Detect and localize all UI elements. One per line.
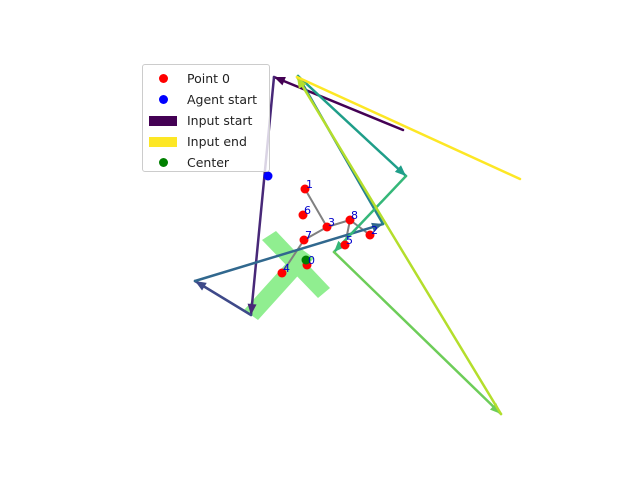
legend-label: Input start [187, 113, 253, 128]
input-path-arrowhead [297, 77, 307, 89]
input-path-arrowhead [195, 281, 207, 291]
region-layer [244, 231, 330, 320]
point-label: 8 [351, 209, 358, 222]
input-path-arrowhead [247, 303, 257, 315]
point-marker [322, 222, 332, 232]
legend: Point 0 Agent start Input start Input en… [142, 64, 270, 172]
point-marker [299, 235, 309, 245]
legend-label: Point 0 [187, 71, 230, 86]
input-path-arrowhead [394, 165, 406, 176]
points-layer [263, 171, 375, 278]
point-label: 5 [346, 234, 353, 247]
legend-label: Input end [187, 134, 247, 149]
input-path-segment [332, 250, 503, 416]
legend-item-input-start: Input start [143, 111, 271, 131]
input-path-segment [295, 75, 522, 181]
point-label: 3 [328, 216, 335, 229]
point-label: 2 [371, 224, 378, 237]
legend-item-point-0: Point 0 [143, 69, 271, 89]
input-path-arrowhead [371, 222, 383, 232]
agent-start-marker [263, 171, 273, 181]
input-path-arrowhead [334, 240, 345, 252]
input-path-segment [295, 75, 503, 416]
input-path-segment [332, 174, 408, 254]
point-label: 4 [283, 262, 290, 275]
input-path-segment [272, 75, 405, 132]
skeleton-edge [281, 239, 305, 274]
legend-swatch [153, 157, 175, 169]
input-path-layer [193, 74, 522, 416]
point-marker [298, 210, 308, 220]
legend-swatch [153, 73, 175, 85]
point-marker [300, 184, 310, 194]
point-label: 7 [305, 229, 312, 242]
point-label: 6 [304, 204, 311, 217]
input-path-segment [296, 74, 408, 178]
point-labels-layer: 0 1 2 3 4 5 6 7 8 [283, 178, 378, 275]
center-marker [301, 255, 311, 265]
legend-item-input-end: Input end [143, 132, 271, 152]
legend-item-center: Center [143, 153, 271, 173]
region-band [244, 248, 314, 320]
point-marker [277, 268, 287, 278]
legend-label: Center [187, 155, 230, 170]
input-path-arrowhead [274, 77, 286, 86]
point-label: 1 [306, 178, 313, 191]
legend-item-agent-start: Agent start [143, 90, 271, 110]
legend-label: Agent start [187, 92, 258, 107]
legend-swatch [153, 94, 175, 106]
point-marker [365, 230, 375, 240]
skeleton-edge [304, 188, 328, 228]
legend-swatch [149, 137, 177, 147]
point-label: 0 [308, 254, 315, 267]
input-path-segment [249, 75, 276, 317]
point-marker [340, 240, 350, 250]
legend-swatch [149, 116, 177, 126]
point-marker [345, 215, 355, 225]
